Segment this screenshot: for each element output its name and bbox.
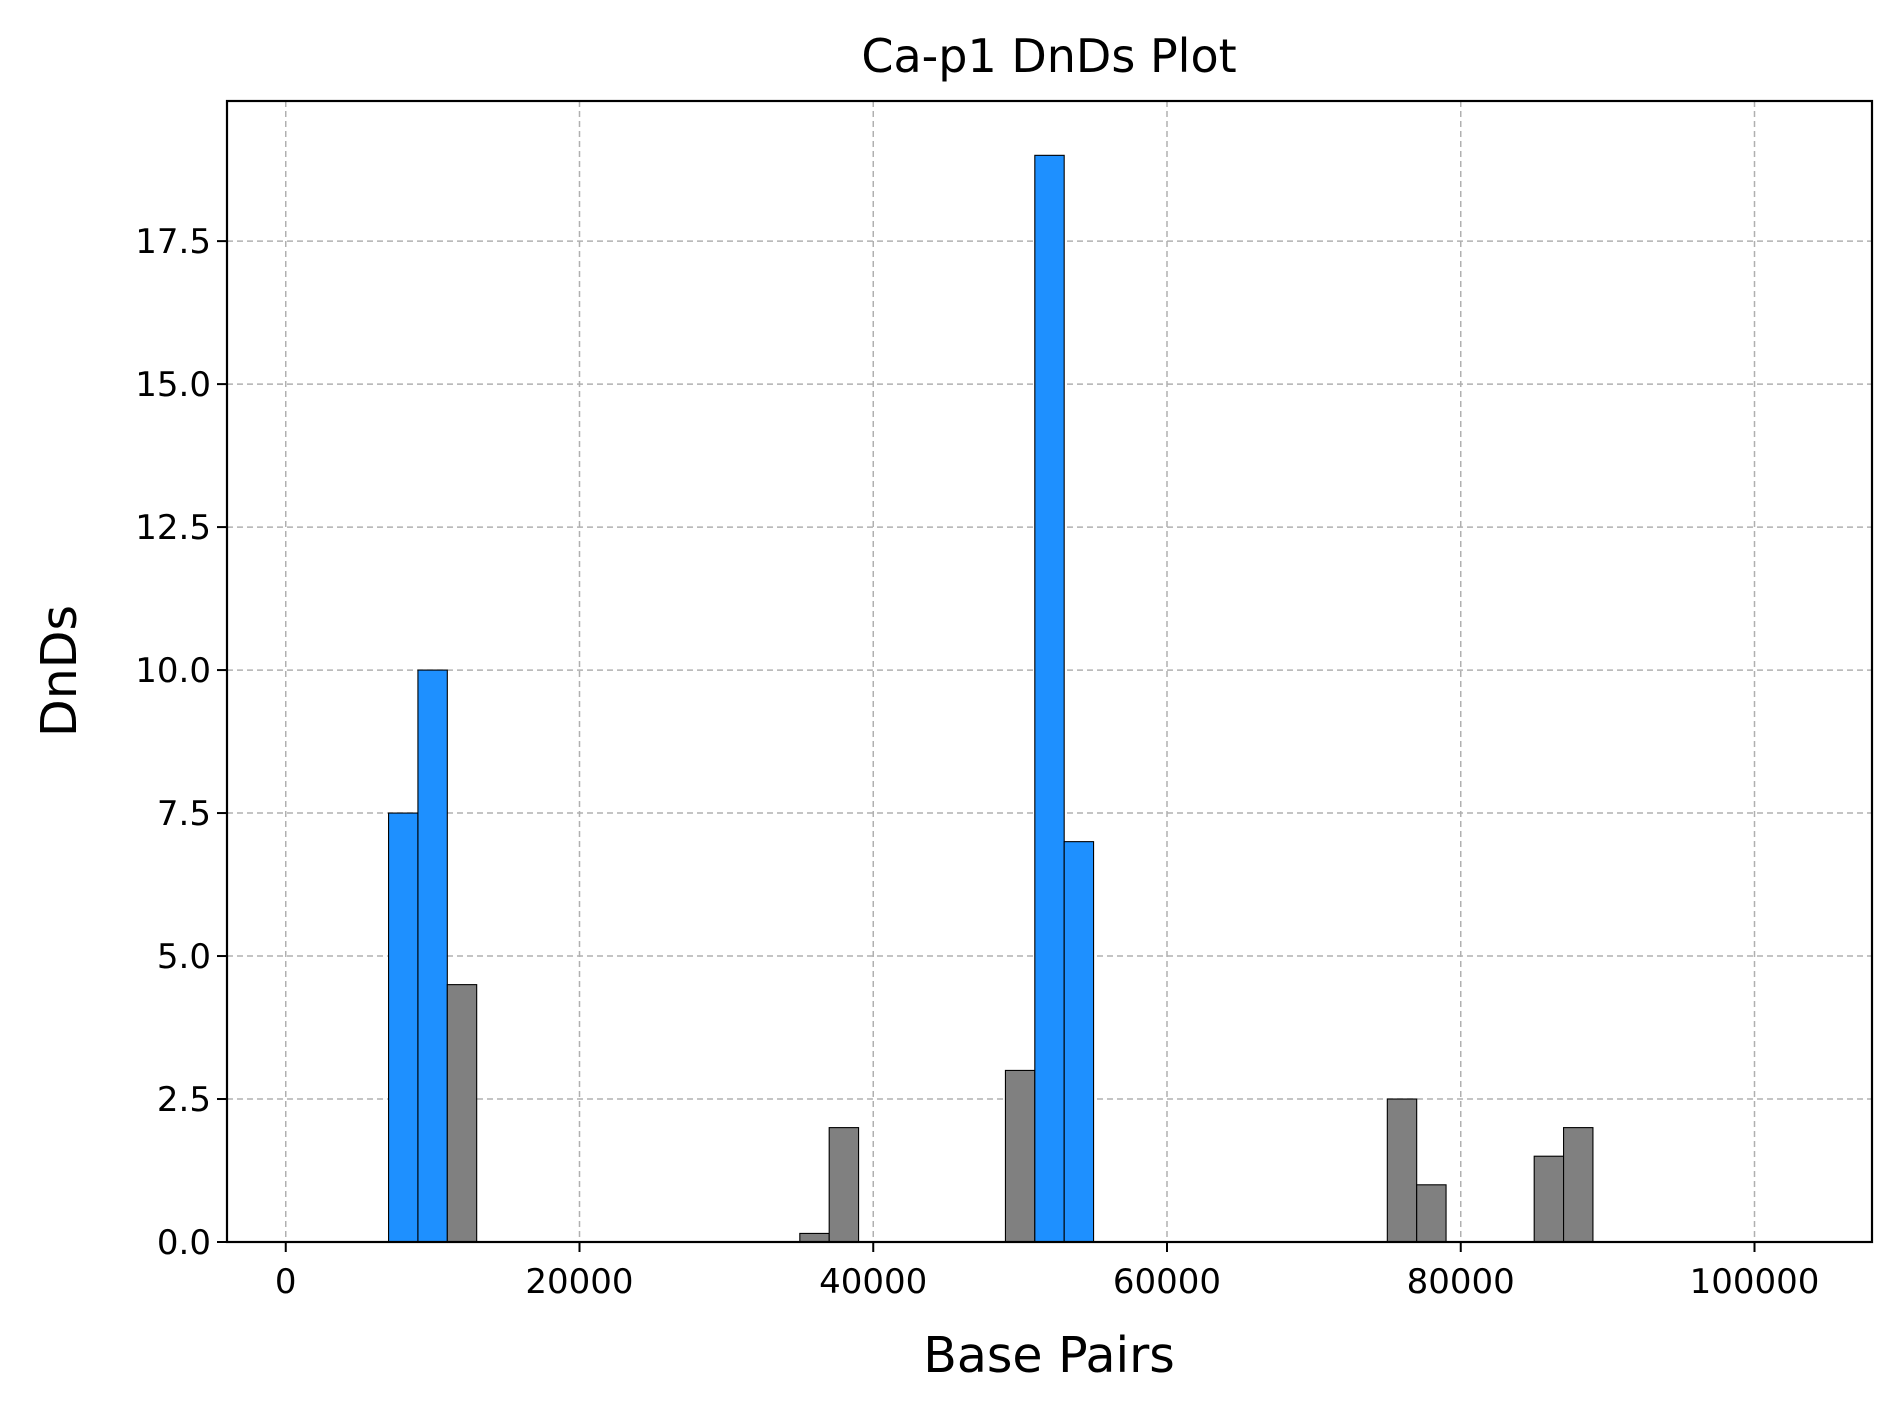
x-tick-label: 40000 bbox=[819, 1262, 927, 1302]
bar-normal bbox=[1533, 1155, 1565, 1243]
bar-highlight bbox=[417, 669, 448, 1243]
bar-normal bbox=[1563, 1127, 1594, 1243]
x-tick-label: 20000 bbox=[525, 1262, 633, 1302]
x-tick-label: 80000 bbox=[1407, 1262, 1515, 1302]
y-axis-ticks: 0.0 2.5 5.0 7.5 10.0 12.5 15.0 17.5 bbox=[135, 222, 227, 1263]
bar-normal bbox=[1386, 1098, 1418, 1243]
y-axis-label: DnDs bbox=[31, 605, 88, 737]
bar-normal bbox=[446, 984, 478, 1243]
x-axis-ticks: 0 20000 40000 60000 80000 100000 bbox=[275, 1242, 1819, 1302]
y-tick-label: 12.5 bbox=[135, 508, 211, 548]
bars bbox=[388, 154, 1594, 1243]
y-tick-label: 0.0 bbox=[157, 1223, 211, 1263]
chart-title: Ca-p1 DnDs Plot bbox=[861, 29, 1236, 83]
y-tick-label: 5.0 bbox=[157, 937, 211, 977]
y-tick-label: 10.0 bbox=[135, 651, 211, 691]
plot-frame bbox=[225, 99, 1874, 1244]
bar-normal bbox=[828, 1127, 860, 1243]
y-tick-label: 17.5 bbox=[135, 222, 211, 262]
bar-normal bbox=[1004, 1069, 1036, 1243]
y-tick-label: 15.0 bbox=[135, 365, 211, 405]
bar-normal bbox=[1416, 1184, 1447, 1243]
x-tick-label: 0 bbox=[275, 1262, 297, 1302]
x-tick-label: 100000 bbox=[1690, 1262, 1820, 1302]
bar-highlight bbox=[1034, 154, 1065, 1243]
bar-highlight bbox=[388, 812, 419, 1243]
x-axis-label: Base Pairs bbox=[923, 1327, 1175, 1384]
bar-highlight bbox=[1063, 841, 1095, 1243]
y-tick-label: 7.5 bbox=[157, 794, 211, 834]
x-tick-label: 60000 bbox=[1113, 1262, 1221, 1302]
bar-normal bbox=[799, 1232, 830, 1243]
y-tick-label: 2.5 bbox=[157, 1080, 211, 1120]
